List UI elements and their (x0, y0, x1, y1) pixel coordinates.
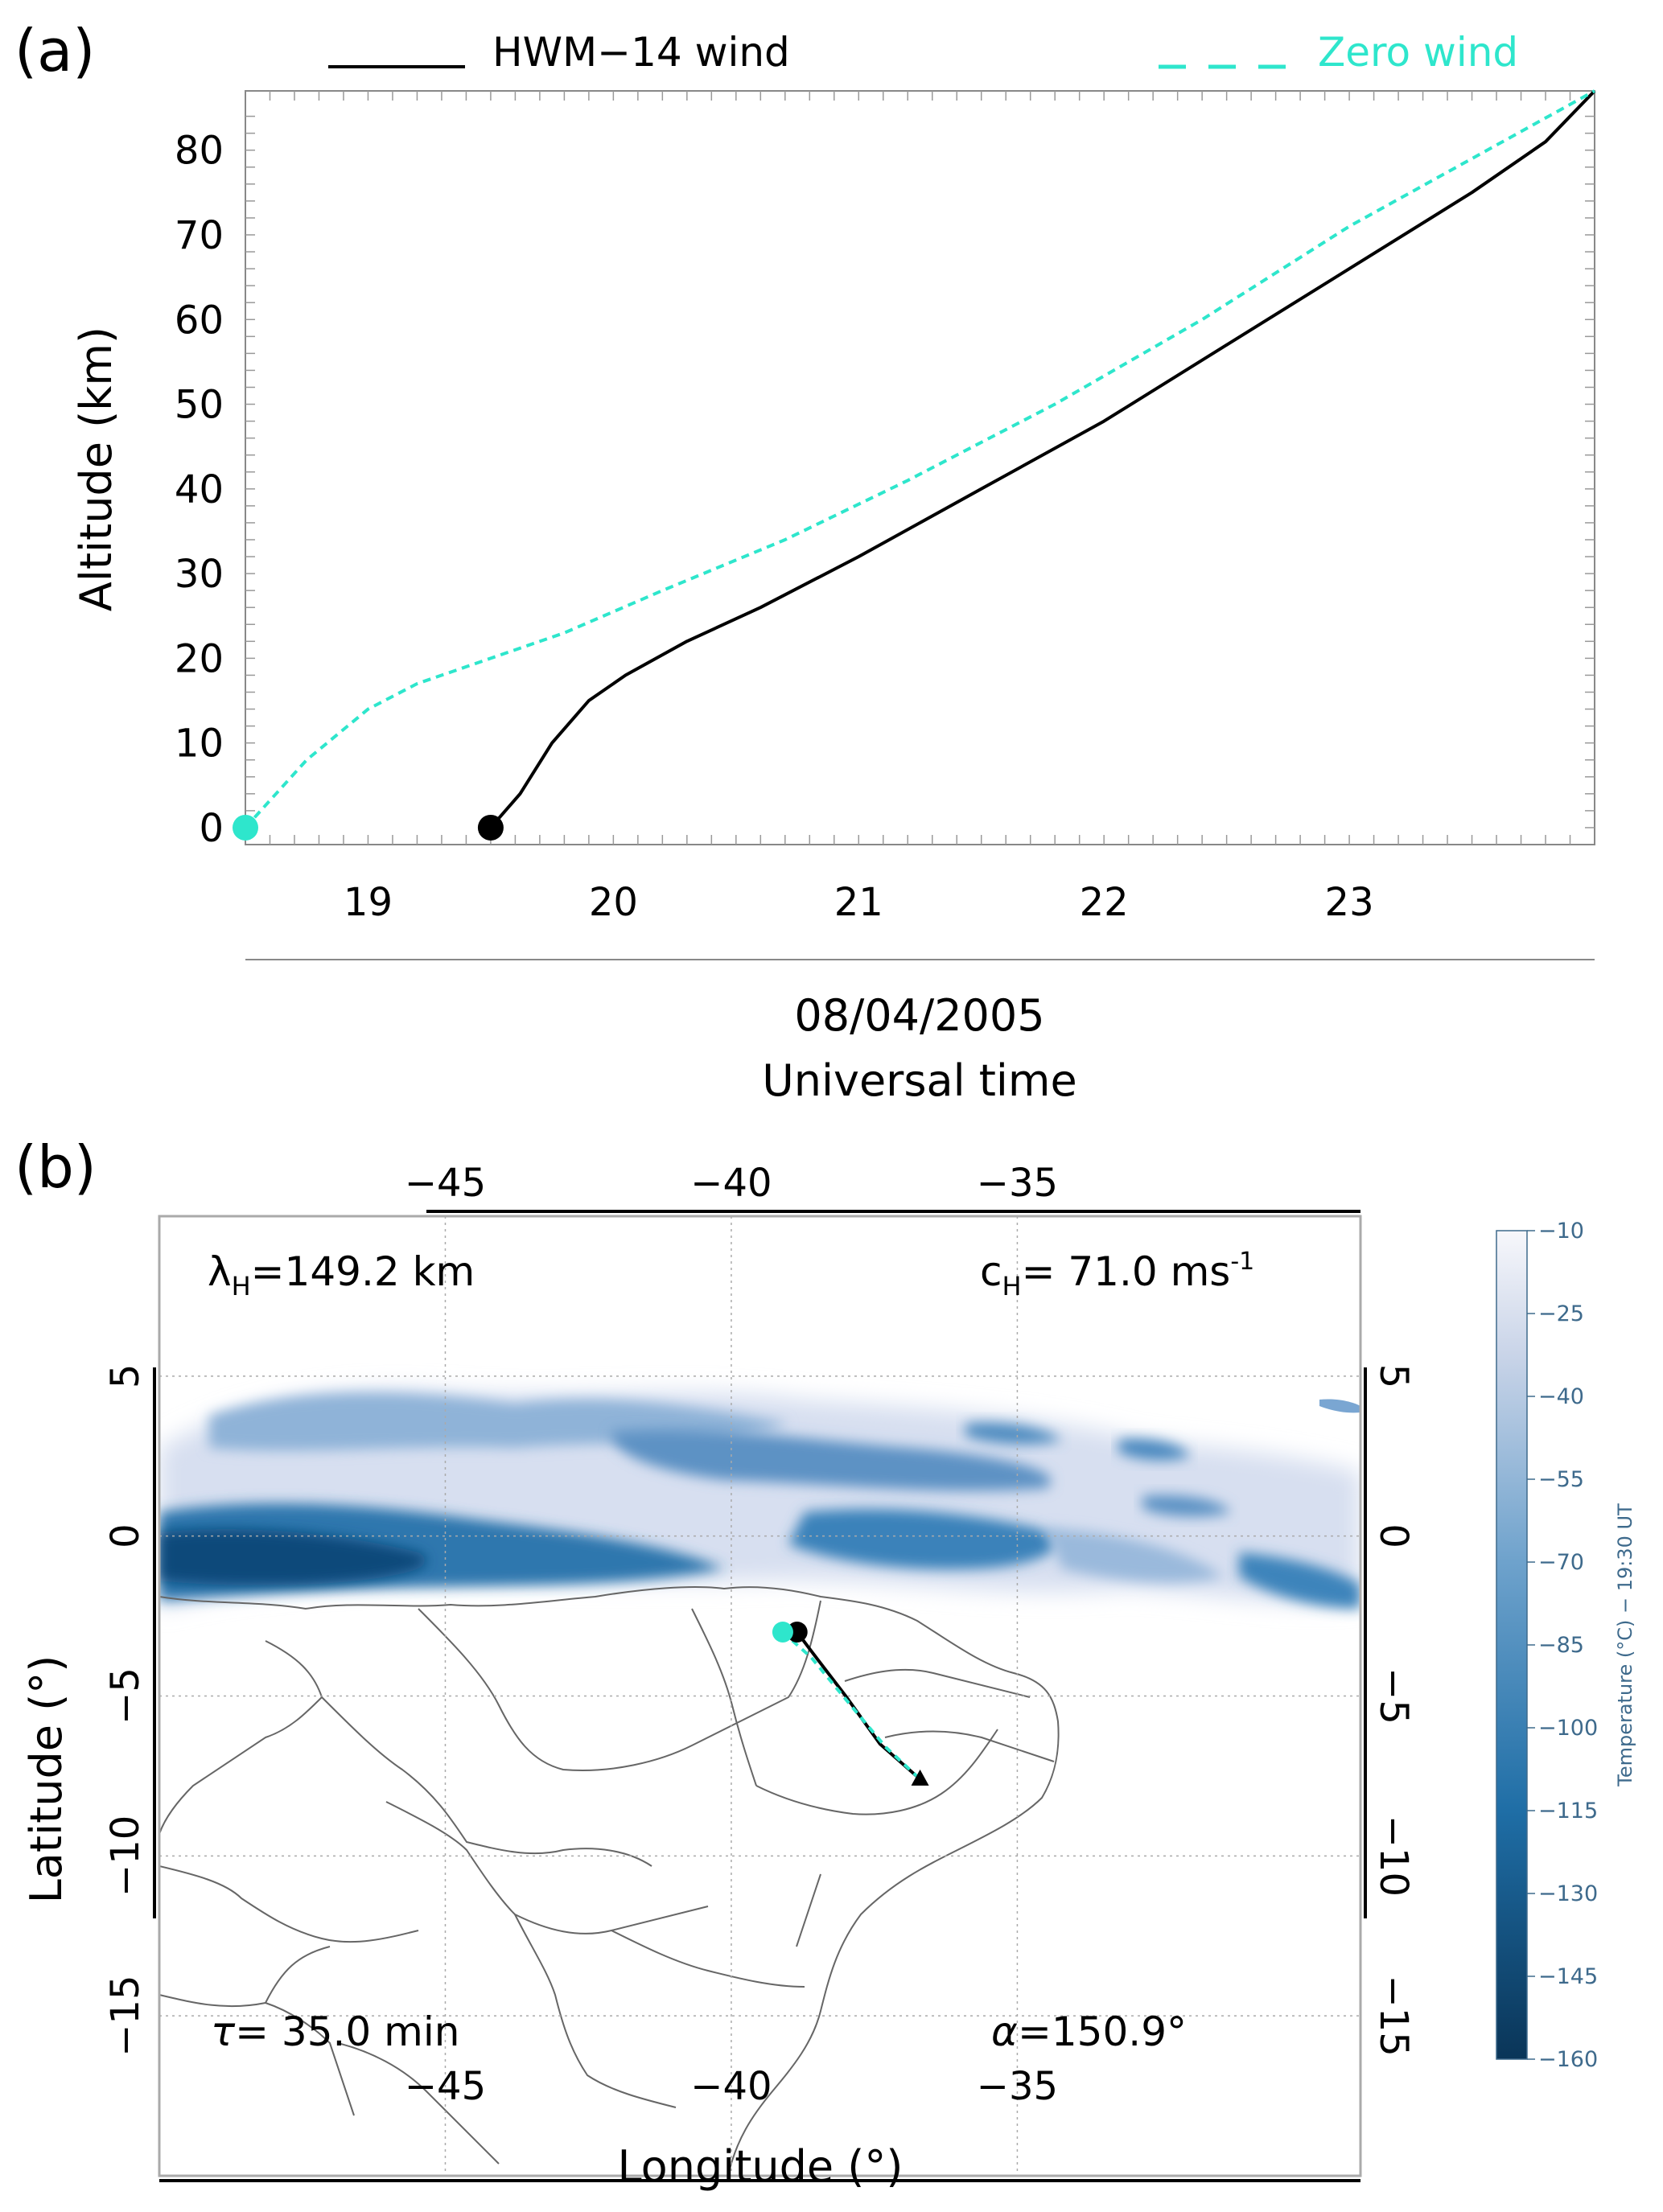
lat-tick-label-left: −10 (103, 1815, 148, 1897)
zero-start-point (233, 814, 258, 841)
x-tick-label: 22 (1080, 880, 1129, 925)
y-tick-label: 0 (199, 806, 224, 851)
colorbar-tick-label: −130 (1538, 1881, 1598, 1906)
period-annotation: τ= 35.0 min (211, 2008, 459, 2055)
lat-tick-label-right: −10 (1371, 1815, 1416, 1897)
lat-tick-label-right: −15 (1371, 1976, 1416, 2057)
lat-tick-label-left: 5 (103, 1364, 148, 1389)
lat-tick-label-left: −5 (103, 1667, 148, 1725)
lon-tick-label-top: −45 (405, 1161, 486, 1206)
colorbar-tick-label: −100 (1538, 1716, 1598, 1741)
phase-speed-annotation: cH= 71.0 ms-1 (980, 1248, 1254, 1301)
panel-a-y-tick-labels: 0 10 20 30 40 50 60 70 80 (175, 129, 224, 851)
map-frame (158, 1215, 1362, 2177)
lat-tick-label-left: 0 (103, 1523, 148, 1548)
lon-tick-label-bottom: −45 (405, 2064, 486, 2109)
y-tick-label: 60 (175, 298, 224, 343)
x-tick-label: 23 (1325, 880, 1374, 925)
hwm-wind-line (489, 89, 1596, 829)
x-tick-label: 20 (589, 880, 638, 925)
colorbar-tick-label: −40 (1538, 1384, 1584, 1409)
lat-tick-label-right: 0 (1371, 1523, 1416, 1548)
colorbar-tick-label: −25 (1538, 1301, 1584, 1326)
hwm-start-point (477, 814, 504, 841)
graticule (159, 1216, 1360, 2176)
colorbar-tick-label: −10 (1538, 1219, 1584, 1244)
legend-zero-label: Zero wind (1318, 29, 1518, 76)
colorbar-ticks: −10 −25 −40 −55 −70 −85 −100 −115 −130 −145 −160 (1527, 1219, 1598, 2072)
coastline (159, 1586, 1060, 2176)
lat-tick-label-left: −15 (103, 1976, 148, 2057)
x-tick-label: 19 (344, 880, 393, 925)
legend: HWM−14 wind Zero wind (328, 29, 1518, 76)
source-triangle-marker (911, 1769, 929, 1786)
colorbar-tick-label: −55 (1538, 1467, 1584, 1492)
colorbar-tick-label: −160 (1538, 2047, 1598, 2072)
wavelength-annotation: λH=149.2 km (208, 1248, 475, 1301)
map-y-axis-label: Latitude (°) (21, 1655, 72, 1904)
colorbar-tick-label: −115 (1538, 1799, 1598, 1823)
y-tick-label: 10 (175, 722, 224, 767)
azimuth-annotation: α=150.9° (991, 2008, 1187, 2055)
lat-tick-label-right: −5 (1371, 1667, 1416, 1725)
zero-trajectory-start (772, 1621, 793, 1643)
colorbar-tick-label: −85 (1538, 1633, 1584, 1658)
zero-wind-trajectory (781, 1630, 921, 1781)
y-tick-label: 80 (175, 129, 224, 174)
map-x-axis-label: Longitude (°) (618, 2141, 904, 2192)
x-axis-label: Universal time (762, 1055, 1077, 1106)
colorbar-label: Temperature (°C) − 19:30 UT (1614, 1503, 1636, 1787)
map-trajectories (772, 1621, 929, 1786)
panel-b-label: (b) (14, 1133, 97, 1201)
panel-a-label: (a) (14, 17, 95, 84)
lon-tick-label-bottom: −40 (690, 2064, 772, 2109)
y-tick-label: 20 (175, 636, 224, 681)
hwm-trajectory-start (786, 1621, 808, 1643)
colorbar-tick-label: −70 (1538, 1550, 1584, 1575)
lat-tick-label-right: 5 (1371, 1364, 1416, 1389)
colorbar (1496, 1230, 1528, 2060)
lon-tick-label-bottom: −35 (977, 2064, 1058, 2109)
y-tick-label: 70 (175, 213, 224, 258)
x-tick-label: 21 (834, 880, 883, 925)
lon-tick-label-top: −35 (977, 1161, 1058, 1206)
map-latitude-axes: 5 5 0 0 −5 −5 −10 −10 −15 −15 (103, 1364, 1416, 2057)
cloud-field (159, 1389, 1360, 1609)
x-axis-date: 08/04/2005 (794, 990, 1044, 1041)
lon-tick-label-top: −40 (690, 1161, 772, 1206)
legend-hwm-label: HWM−14 wind (492, 29, 790, 76)
y-tick-label: 40 (175, 467, 224, 512)
panel-a-minor-ticks (245, 91, 1595, 845)
map-area (159, 1216, 1360, 2176)
panel-a-series (233, 89, 1596, 841)
map-longitude-axes: −45 −45 −40 −40 −35 −35 (159, 1161, 1360, 2182)
zero-wind-line (244, 89, 1595, 829)
y-tick-label: 30 (175, 552, 224, 597)
y-tick-label: 50 (175, 383, 224, 428)
panel-a-x-tick-labels: 19 20 21 22 23 (344, 880, 1374, 925)
panel-a-frame (245, 90, 1595, 845)
y-axis-label: Altitude (km) (71, 327, 121, 611)
colorbar-tick-label: −145 (1538, 1964, 1598, 1989)
hwm-wind-trajectory (796, 1630, 921, 1781)
